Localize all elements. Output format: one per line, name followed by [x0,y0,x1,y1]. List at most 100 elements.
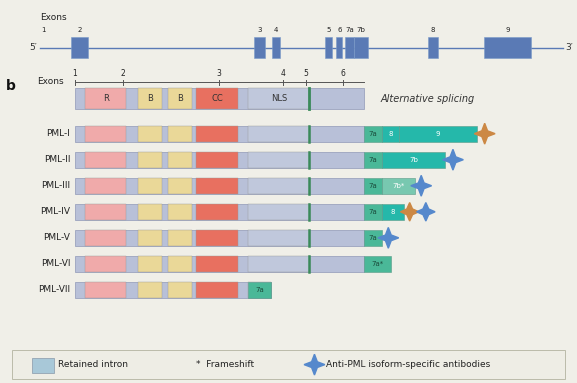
Polygon shape [411,175,432,196]
Bar [364,178,382,194]
Bar [484,37,531,58]
Bar [248,230,310,246]
Text: 7a*: 7a* [371,261,384,267]
Text: b: b [6,79,16,93]
Bar [248,282,271,298]
Text: 8: 8 [430,27,435,33]
Bar [138,178,162,194]
Text: Exons: Exons [40,13,67,22]
Bar [364,152,382,168]
Text: *  Frameshift: * Frameshift [196,360,254,369]
Text: 7a: 7a [368,157,377,163]
Text: 9: 9 [505,27,510,33]
Bar [168,126,192,142]
Text: 7a: 7a [368,131,377,137]
Bar [75,126,364,142]
Text: PML-VI: PML-VI [41,259,70,268]
Bar [345,37,354,58]
Text: Alternative splicing: Alternative splicing [381,94,475,104]
Bar [138,230,162,246]
Bar [75,256,364,272]
Polygon shape [443,149,463,170]
Text: 8: 8 [391,209,395,215]
Bar [248,88,310,109]
Text: 5: 5 [327,27,331,33]
Text: 9: 9 [436,131,440,137]
Bar [168,204,192,220]
Polygon shape [400,203,419,221]
Bar [364,126,382,142]
Bar [248,256,310,272]
Bar [32,358,54,373]
Bar [336,37,342,58]
Text: PML-I: PML-I [47,129,70,138]
Text: 4: 4 [273,27,278,33]
Bar [248,204,310,220]
Bar [85,282,126,298]
Text: 8: 8 [388,131,393,137]
Text: 1: 1 [73,69,77,78]
Bar [196,152,238,168]
Bar [168,282,192,298]
Bar [85,88,126,109]
Bar [254,37,265,58]
Polygon shape [378,228,399,248]
Text: 3: 3 [257,27,262,33]
Text: 7a: 7a [368,183,377,189]
Bar [168,88,192,109]
Bar [75,204,364,220]
Bar [138,152,162,168]
Text: 1: 1 [41,27,46,33]
Text: 7a: 7a [255,287,264,293]
Bar [248,282,271,298]
Bar [248,126,310,142]
Text: 4: 4 [280,69,285,78]
Text: B: B [177,94,183,103]
Text: NLS: NLS [271,94,287,103]
Text: 7a: 7a [368,209,377,215]
Text: PML-II: PML-II [44,155,70,164]
Bar [138,204,162,220]
Text: 7b: 7b [409,157,418,163]
Bar [196,88,238,109]
Bar [196,204,238,220]
Bar [138,126,162,142]
Text: 3: 3 [217,69,222,78]
Bar [138,256,162,272]
Text: 5′: 5′ [30,43,38,52]
Bar [382,178,415,194]
Bar [85,256,126,272]
Bar [364,256,391,272]
Text: 7a: 7a [345,27,354,33]
Bar [382,204,404,220]
Text: PML-IV: PML-IV [40,207,70,216]
Bar [138,282,162,298]
Bar [196,230,238,246]
Bar [196,126,238,142]
Bar [75,88,364,109]
Bar [85,204,126,220]
Text: 6: 6 [337,27,342,33]
Bar [428,37,438,58]
Text: CC: CC [211,94,223,103]
Bar [399,126,477,142]
Text: PML-V: PML-V [43,233,70,242]
Text: 3′: 3′ [565,43,573,52]
Text: 7b*: 7b* [392,183,405,189]
Bar [85,126,126,142]
Bar [325,37,332,58]
Bar [85,178,126,194]
Bar [248,178,310,194]
Bar [168,256,192,272]
Bar [272,37,280,58]
Bar [75,230,364,246]
Bar [382,152,445,168]
Bar [71,37,88,58]
Text: PML-VII: PML-VII [38,285,70,295]
Text: 7b: 7b [357,27,366,33]
Text: 6: 6 [341,69,346,78]
Bar [354,37,369,58]
Polygon shape [474,123,495,144]
Bar [168,178,192,194]
Bar [75,152,364,168]
